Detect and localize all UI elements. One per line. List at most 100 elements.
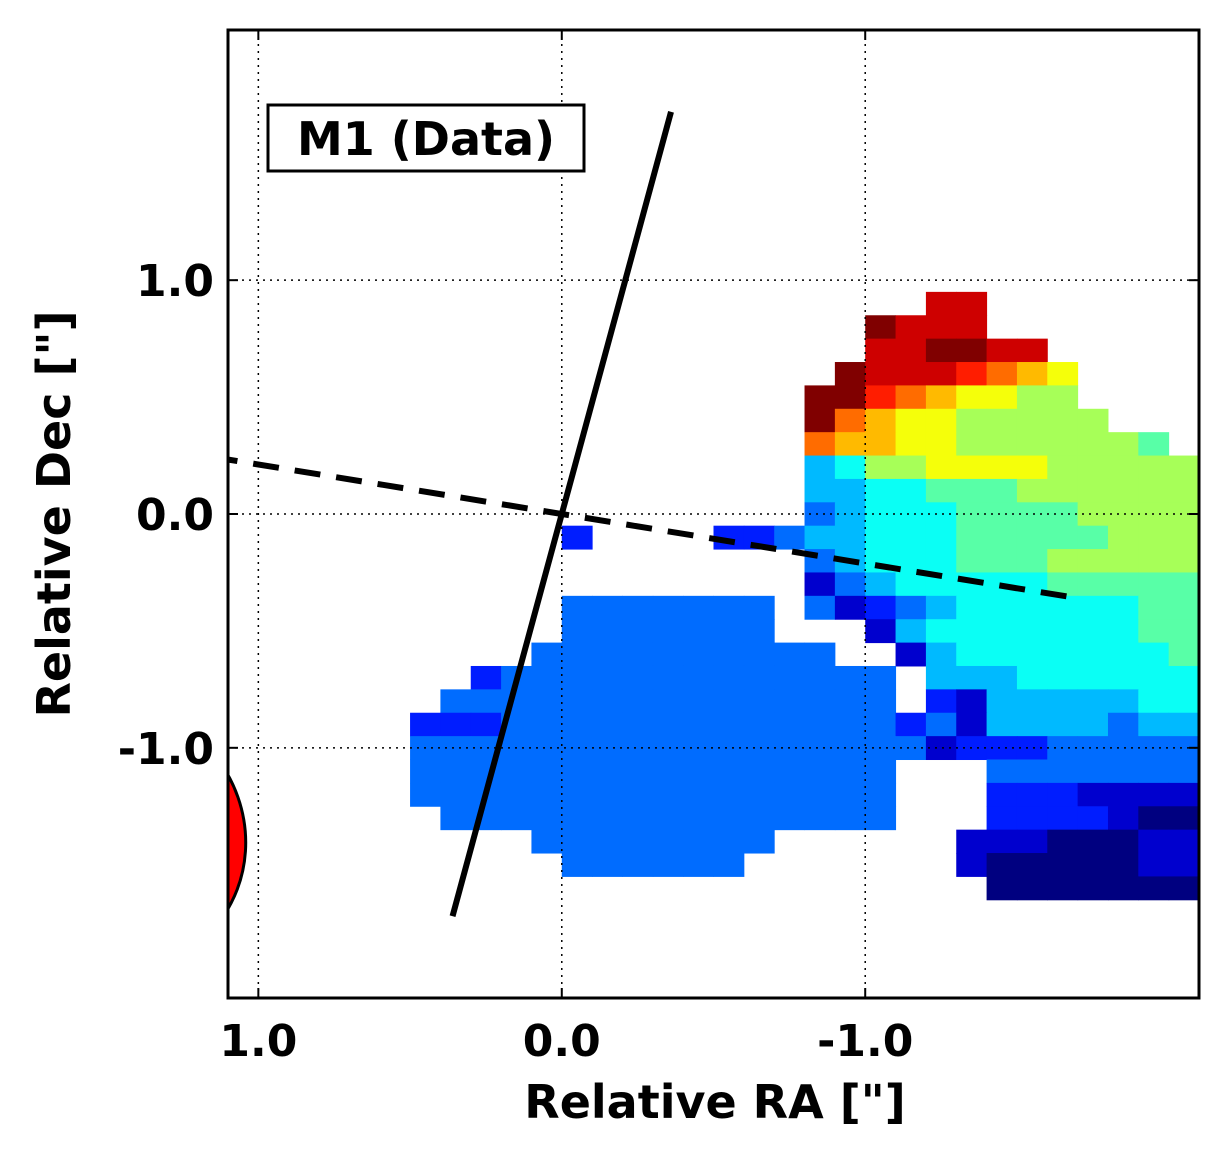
heatmap-pixel [1168, 806, 1199, 831]
x-tick-label: 1.0 [219, 1016, 297, 1067]
heatmap-pixel [986, 642, 1018, 667]
heatmap-pixel [561, 689, 593, 714]
heatmap-pixel [1047, 642, 1079, 667]
heatmap-pixel [1016, 806, 1048, 831]
heatmap-pixel [986, 362, 1018, 386]
heatmap-pixel [986, 549, 1018, 573]
heatmap-pixel [1199, 783, 1229, 807]
heatmap-pixel [956, 315, 988, 340]
heatmap-pixel [531, 665, 563, 690]
heatmap-pixel [865, 478, 897, 503]
heatmap-pixel [713, 642, 745, 667]
heatmap-pixel [925, 712, 957, 737]
heatmap-pixel [865, 595, 897, 620]
heatmap-pixel [622, 782, 654, 807]
heatmap-pixel [1016, 876, 1048, 901]
heatmap-pixel [774, 712, 806, 737]
heatmap-pixel [1107, 572, 1139, 597]
heatmap-pixel [1016, 362, 1048, 386]
heatmap-pixel [683, 642, 714, 667]
heatmap-pixel [1047, 829, 1079, 854]
heatmap-pixel [986, 455, 1018, 480]
heatmap-pixel [834, 385, 866, 410]
heatmap-pixel [865, 806, 897, 831]
heatmap-pixel [440, 806, 472, 831]
heatmap-pixel [1077, 619, 1109, 644]
heatmap-pixel [804, 782, 836, 807]
heatmap-pixel [1168, 689, 1199, 714]
heatmap-pixel [743, 759, 775, 784]
heatmap-pixel [622, 853, 654, 877]
heatmap-pixel [561, 782, 593, 807]
heatmap-pixel [713, 619, 745, 644]
heatmap-pixel [592, 853, 623, 877]
heatmap-pixel [592, 595, 623, 620]
heatmap-pixel [956, 385, 988, 410]
heatmap-pixel [1047, 876, 1079, 901]
heatmap-pixel [774, 642, 806, 667]
heatmap-pixel [986, 665, 1018, 690]
heatmap-pixel [1047, 806, 1079, 831]
heatmap-pixel [1107, 432, 1139, 457]
heatmap-pixel [1168, 782, 1199, 807]
heatmap-pixel [1168, 549, 1199, 573]
heatmap-pixel [1016, 455, 1048, 480]
heatmap-pixel [895, 642, 927, 667]
heatmap-pixel [986, 689, 1018, 714]
heatmap-pixel [925, 362, 957, 386]
heatmap-pixel [1168, 478, 1199, 503]
heatmap-pixel [470, 712, 502, 737]
heatmap-pixel [925, 689, 957, 714]
heatmap-pixel [925, 432, 957, 457]
heatmap-pixel [1168, 525, 1199, 550]
heatmap-pixel [561, 853, 593, 877]
heatmap-pixel [1138, 525, 1170, 550]
heatmap-pixel [561, 642, 593, 667]
heatmap-pixel [1047, 665, 1079, 690]
heatmap-pixel [1107, 853, 1139, 877]
heatmap-pixel [1199, 713, 1229, 737]
heatmap-pixel [622, 829, 654, 854]
heatmap-pixel [956, 549, 988, 573]
heatmap-pixel [531, 642, 563, 667]
heatmap-pixel [622, 642, 654, 667]
heatmap-pixel [652, 782, 684, 807]
heatmap-pixel [440, 759, 472, 784]
heatmap-pixel [1047, 853, 1079, 877]
heatmap-pixel [986, 338, 1018, 363]
x-axis-label: Relative RA ["] [524, 1075, 905, 1129]
heatmap-pixel [834, 665, 866, 690]
heatmap-pixel [956, 712, 988, 737]
heatmap-pixel [1047, 549, 1079, 573]
chart-title: M1 (Data) [297, 112, 555, 166]
heatmap-pixel [1138, 829, 1170, 854]
heatmap-pixel [1199, 526, 1229, 550]
heatmap-pixel [804, 665, 836, 690]
heatmap-pixel [1199, 689, 1229, 713]
heatmap-pixel [1107, 736, 1139, 761]
heatmap-pixel [1047, 408, 1079, 433]
heatmap-pixel [1107, 806, 1139, 831]
heatmap-pixel [1138, 876, 1170, 901]
heatmap-pixel [1077, 665, 1109, 690]
heatmap-pixel [804, 759, 836, 784]
heatmap-pixel [925, 291, 957, 316]
heatmap-pixel [713, 806, 745, 831]
heatmap-pixel [865, 665, 897, 690]
heatmap-pixel [865, 385, 897, 410]
heatmap-pixel [592, 689, 623, 714]
heatmap-pixel [1016, 689, 1048, 714]
heatmap-pixel [895, 502, 927, 527]
heatmap-pixel [501, 782, 532, 807]
heatmap-pixel [804, 385, 836, 410]
heatmap-pixel [895, 549, 927, 573]
heatmap-pixel [1077, 478, 1109, 503]
heatmap-pixel [865, 362, 897, 386]
heatmap-pixel [774, 806, 806, 831]
heatmap-pixel [1077, 455, 1109, 480]
heatmap-pixel [1199, 643, 1229, 667]
heatmap-pixel [1138, 712, 1170, 737]
heatmap-pixel [986, 432, 1018, 457]
heatmap-pixel [986, 876, 1018, 901]
